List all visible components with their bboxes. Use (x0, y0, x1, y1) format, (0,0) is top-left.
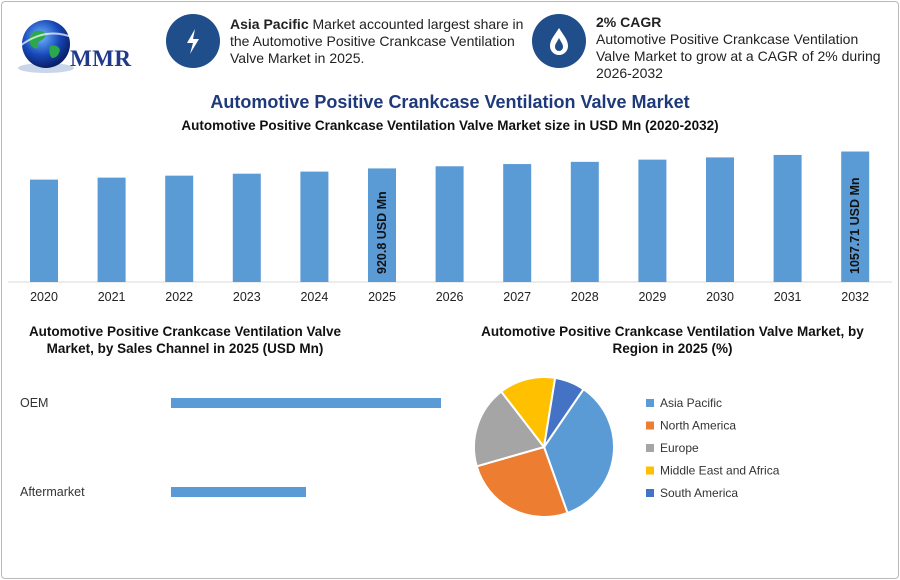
bar-2031 (773, 154, 802, 282)
pie-slice-asia-pacific (542, 387, 615, 515)
pie-slice-north-america (475, 445, 569, 518)
tick-label-2027: 2027 (503, 290, 531, 304)
main-title: Automotive Positive Crankcase Ventilatio… (210, 92, 690, 112)
sales-channel-bar-chart: OEM Aftermarket (20, 396, 441, 499)
logo-text: MMR (70, 46, 132, 71)
bar-2028 (570, 161, 599, 282)
tick-label-2024: 2024 (300, 290, 328, 304)
legend-label-middle-east-and-africa: Middle East and Africa (660, 464, 780, 478)
bar-2032 (841, 151, 870, 282)
info-asia-pacific-text: Market accounted largest share in the Au… (230, 16, 524, 66)
tick-label-2029: 2029 (638, 290, 666, 304)
bar-chart-title: Automotive Positive Crankcase Ventilatio… (181, 118, 719, 133)
bar-2022 (165, 175, 194, 282)
hbar-oem (171, 398, 441, 408)
bar-2025 (368, 168, 396, 282)
pie-slice-europe (473, 390, 546, 468)
info-asia-pacific-bold: Asia Pacific (230, 16, 309, 32)
region-pie-chart: Asia Pacific North America Europe Middle Ea… (473, 376, 780, 518)
mmr-logo: MMR (16, 16, 136, 78)
bar-2024 (300, 171, 329, 282)
info-cagr: 2% CAGR Automotive Positive Crankcase Ve… (596, 14, 886, 82)
hbar-aftermarket (171, 487, 306, 497)
legend-label-south-america: South America (660, 486, 738, 500)
legend-label-europe: Europe (660, 441, 699, 455)
pie-slice-middle-east-and-africa (499, 376, 557, 450)
bar-2023 (232, 173, 261, 282)
tick-label-2023: 2023 (233, 290, 261, 304)
region-title: Automotive Positive Crankcase Ventilatio… (481, 324, 864, 356)
pie-slice-south-america (543, 376, 585, 448)
legend-label-north-america: North America (660, 419, 736, 433)
market-size-bar-chart: 2020 2021 2022 2023 2024 2025 920.8 USD Mn 2026… (8, 151, 892, 304)
bar-2030 (706, 157, 734, 282)
bar-2026 (435, 166, 464, 282)
tick-label-2022: 2022 (165, 290, 193, 304)
legend-label-asia-pacific: Asia Pacific (660, 396, 722, 410)
tick-label-2020: 2020 (30, 290, 58, 304)
info-cagr-bold: 2% CAGR (596, 14, 662, 30)
sales-channel-title: Automotive Positive Crankcase Ventilatio… (28, 324, 342, 356)
bar-2021 (97, 177, 126, 282)
tick-label-2032: 2032 (841, 290, 869, 304)
data-label-2032: 1057.71 USD Mn (848, 177, 862, 274)
data-label-2025: 920.8 USD Mn (375, 191, 389, 274)
legend-swatch-europe (646, 444, 654, 452)
category-label-oem: OEM (20, 396, 48, 410)
legend-swatch-north-america (646, 421, 654, 430)
category-label-aftermarket: Aftermarket (20, 485, 85, 499)
legend-swatch-middle-east-and-africa (646, 466, 654, 475)
lightning-icon (166, 14, 220, 68)
legend-swatch-asia-pacific (646, 399, 654, 407)
tick-label-2021: 2021 (98, 290, 126, 304)
legend-swatch-south-america (646, 489, 654, 497)
bar-2020 (30, 179, 58, 282)
info-asia-pacific: Asia Pacific Market accounted largest sh… (230, 16, 525, 67)
flame-drop-icon (532, 14, 586, 68)
tick-label-2026: 2026 (436, 290, 464, 304)
tick-label-2028: 2028 (571, 290, 599, 304)
globe-icon (18, 20, 75, 73)
bar-2027 (503, 164, 532, 282)
tick-label-2030: 2030 (706, 290, 734, 304)
tick-label-2031: 2031 (774, 290, 802, 304)
info-cagr-text: Automotive Positive Crankcase Ventilatio… (596, 31, 881, 81)
tick-label-2025: 2025 (368, 290, 396, 304)
bar-2029 (638, 159, 667, 282)
